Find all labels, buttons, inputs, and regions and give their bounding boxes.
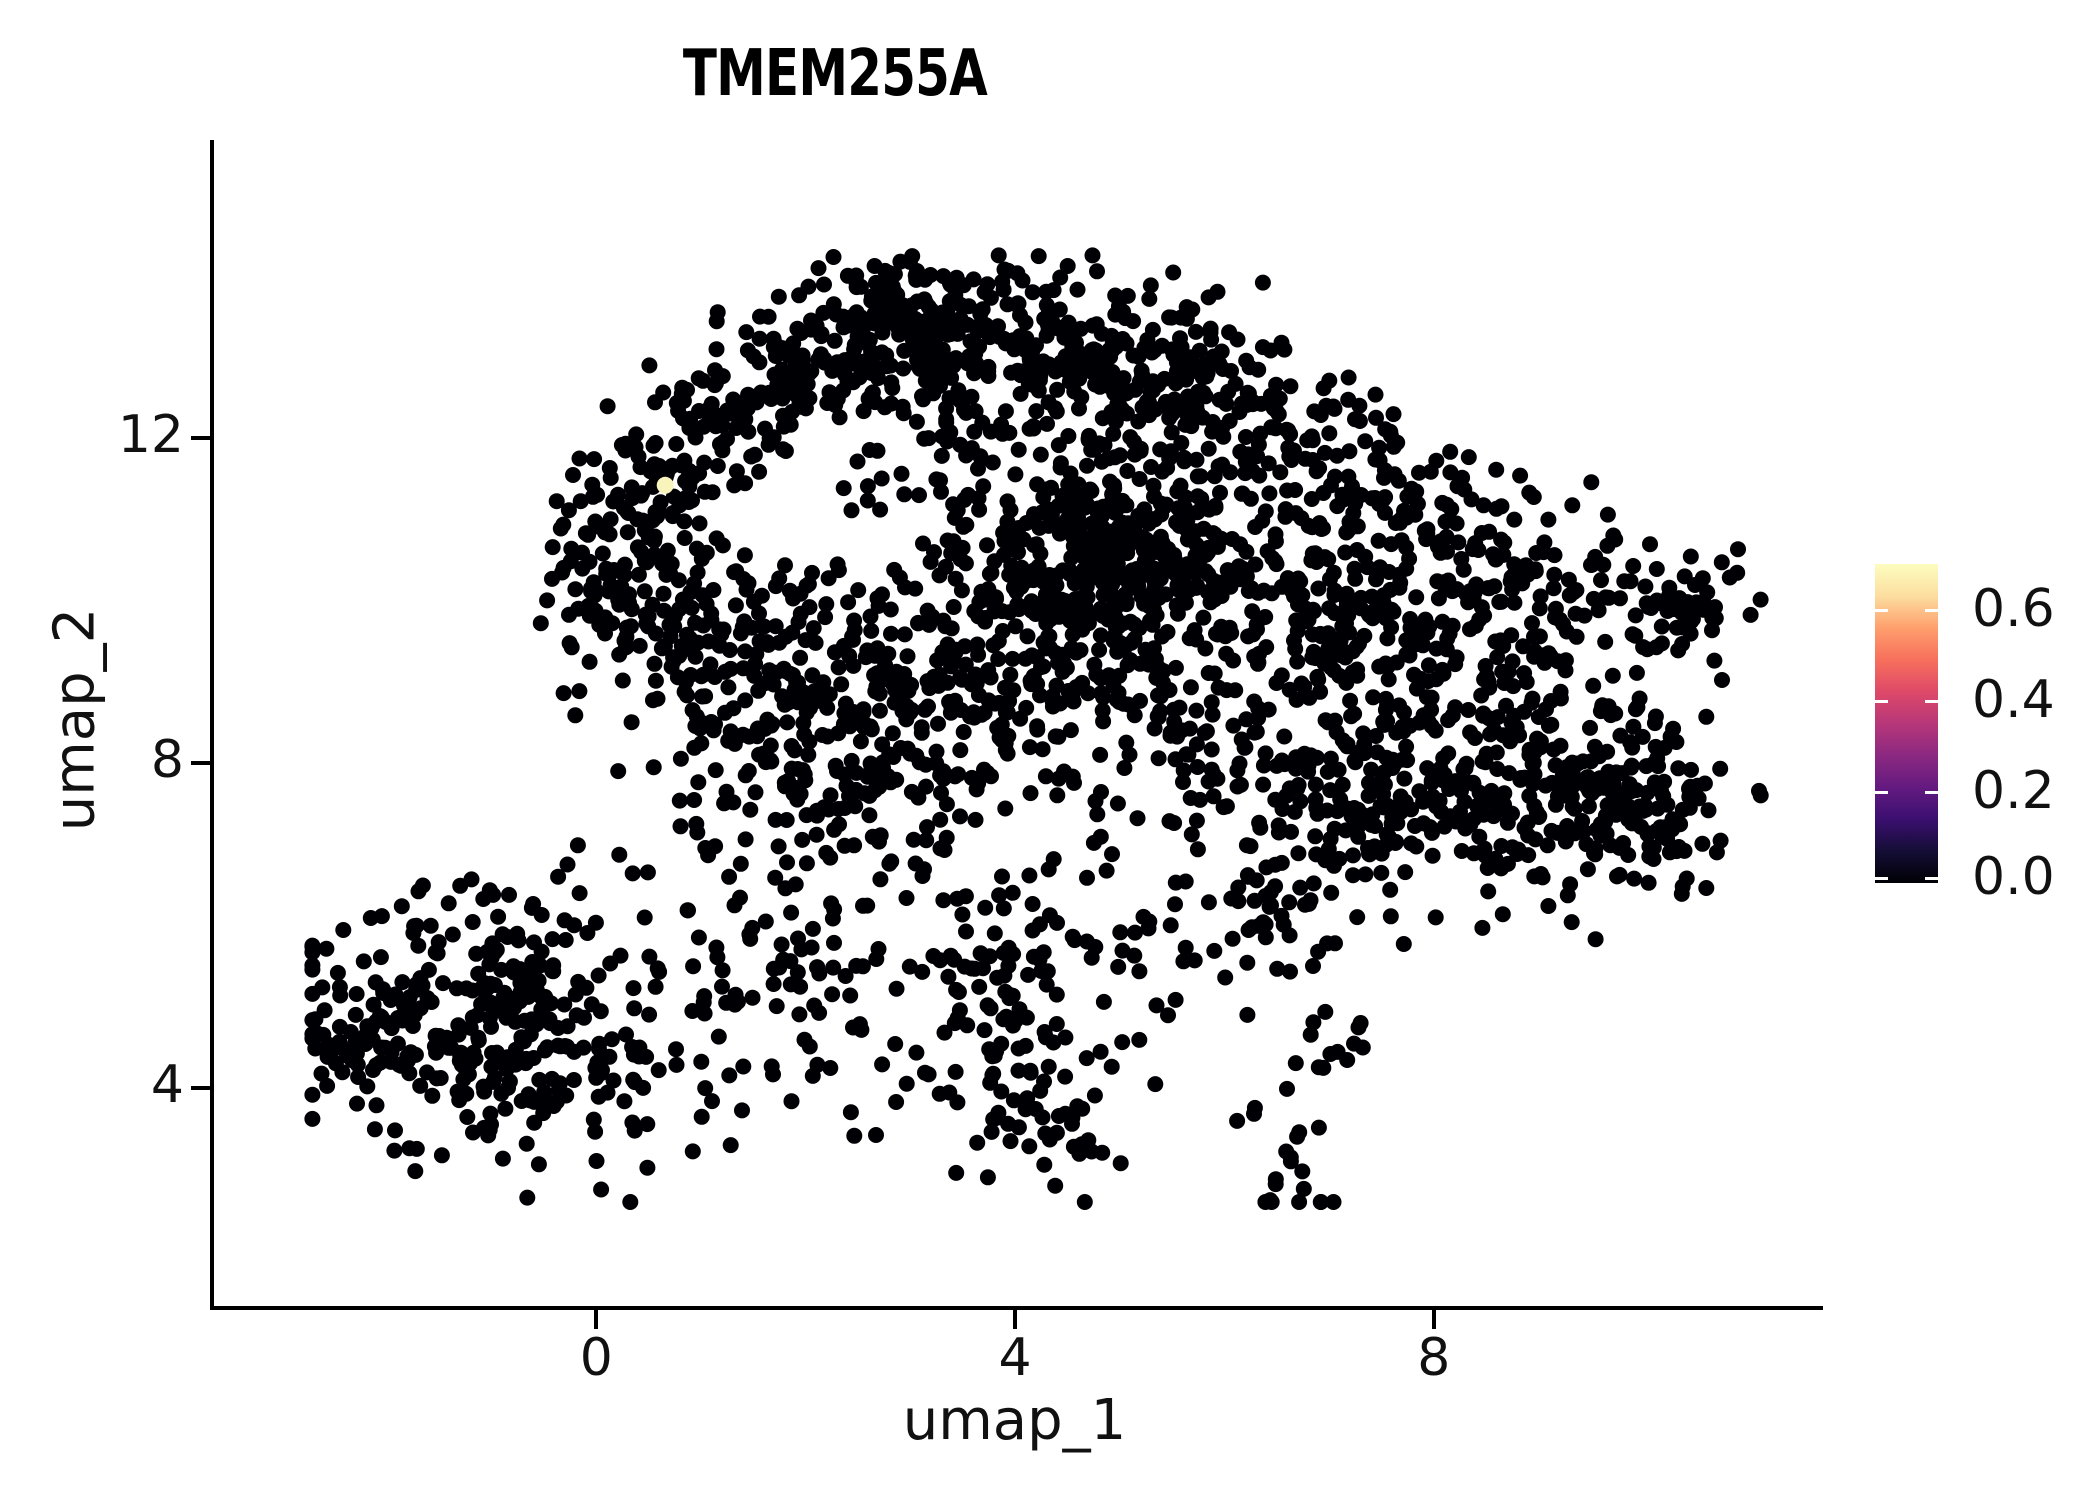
y-tick-label: 8 xyxy=(150,730,184,791)
y-tick-mark xyxy=(191,1086,210,1091)
x-tick-label: 8 xyxy=(1417,1328,1451,1388)
plot-title-text: TMEM255A xyxy=(682,37,988,111)
colorbar-tick-mark xyxy=(1925,877,1938,880)
x-tick-mark xyxy=(1013,1310,1018,1329)
colorbar-tick-mark xyxy=(1925,699,1938,703)
plot-panel xyxy=(210,140,1823,1310)
x-axis-label: umap_1 xyxy=(902,1388,1127,1453)
colorbar-tick-mark xyxy=(1875,608,1888,612)
x-tick-label: 4 xyxy=(998,1328,1032,1388)
umap-scatter xyxy=(304,247,1769,1210)
colorbar-tick-label: 0.4 xyxy=(1972,669,2055,730)
y-tick-mark xyxy=(191,436,210,441)
plot-title: TMEM255A xyxy=(0,42,1670,114)
highlighted-cell xyxy=(656,476,674,494)
colorbar-tick-mark xyxy=(1925,790,1938,794)
colorbar-tick-label: 0.2 xyxy=(1972,760,2055,821)
x-tick-label: 0 xyxy=(579,1328,613,1388)
colorbar-tick-mark xyxy=(1875,790,1888,794)
y-tick-mark xyxy=(191,761,210,766)
colorbar-tick-mark xyxy=(1875,699,1888,703)
y-tick-label: 4 xyxy=(150,1055,184,1116)
y-tick-label: 12 xyxy=(117,405,184,466)
colorbar-tick-label: 0.0 xyxy=(1972,847,2055,907)
colorbar-tick-mark xyxy=(1875,877,1888,880)
y-axis-label: umap_2 xyxy=(42,607,108,832)
colorbar-tick-label: 0.6 xyxy=(1972,578,2055,639)
x-tick-mark xyxy=(1431,1310,1436,1329)
expression-colorbar xyxy=(1875,564,1938,883)
x-tick-mark xyxy=(594,1310,599,1329)
colorbar-tick-mark xyxy=(1925,608,1938,612)
